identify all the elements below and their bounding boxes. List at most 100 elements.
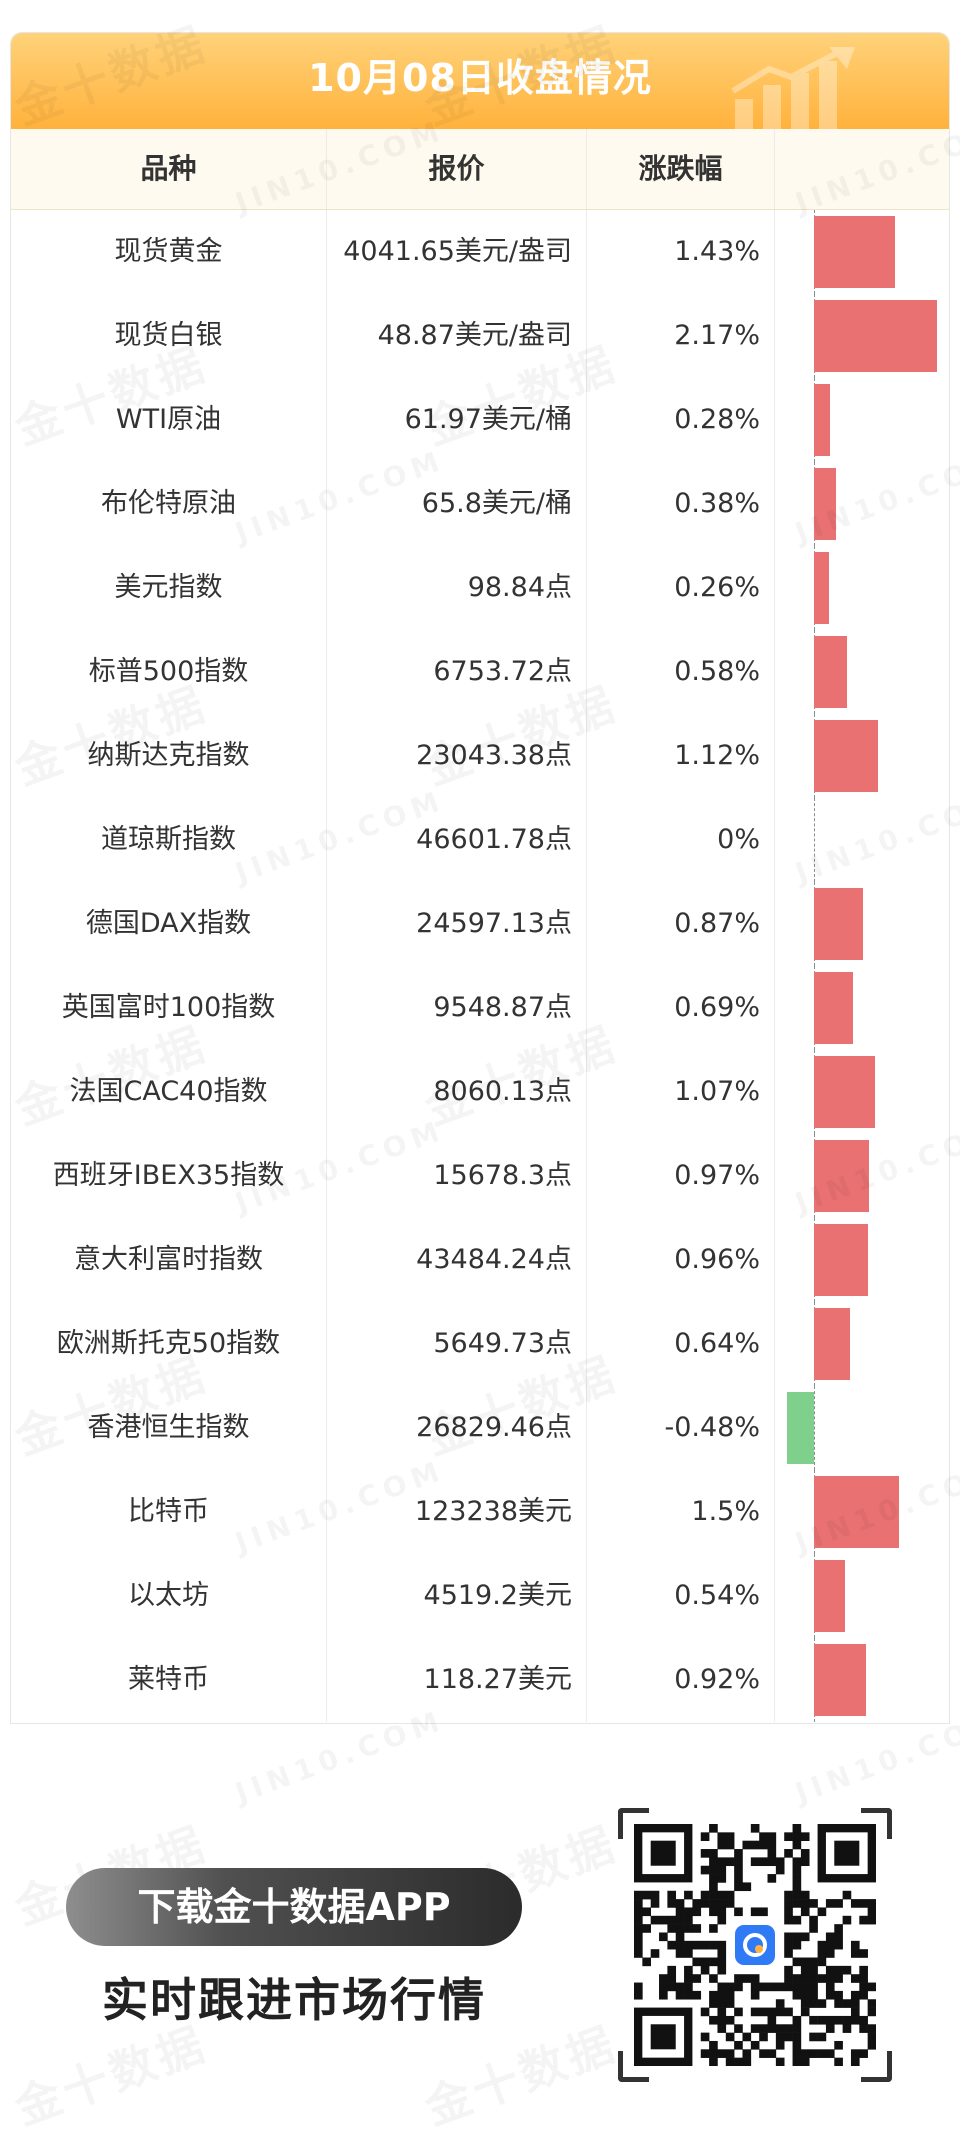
change-bar-cell <box>775 1050 949 1134</box>
change-bar-cell <box>775 1218 949 1302</box>
instrument-change: 0.58% <box>587 630 775 714</box>
instrument-name: 莱特币 <box>11 1638 327 1722</box>
instrument-price: 23043.38点 <box>327 714 587 798</box>
instrument-name: 标普500指数 <box>11 630 327 714</box>
instrument-change: 0.28% <box>587 378 775 462</box>
instrument-price: 46601.78点 <box>327 798 587 882</box>
instrument-name: 德国DAX指数 <box>11 882 327 966</box>
table-row: 香港恒生指数 26829.46点 -0.48% <box>11 1386 949 1470</box>
change-bar-cell <box>775 882 949 966</box>
column-header-bar <box>775 129 949 209</box>
instrument-name: 现货黄金 <box>11 210 327 294</box>
instrument-name: 欧洲斯托克50指数 <box>11 1302 327 1386</box>
instrument-name: 意大利富时指数 <box>11 1218 327 1302</box>
column-header-change: 涨跌幅 <box>587 129 775 209</box>
change-bar-cell <box>775 1470 949 1554</box>
download-app-button[interactable]: 下载金十数据APP <box>66 1868 522 1946</box>
instrument-change: 1.43% <box>587 210 775 294</box>
instrument-change: 0.97% <box>587 1134 775 1218</box>
instrument-price: 61.97美元/桶 <box>327 378 587 462</box>
table-row: 欧洲斯托克50指数 5649.73点 0.64% <box>11 1302 949 1386</box>
table-row: 英国富时100指数 9548.87点 0.69% <box>11 966 949 1050</box>
table-row: 德国DAX指数 24597.13点 0.87% <box>11 882 949 966</box>
table-row: 道琼斯指数 46601.78点 0% <box>11 798 949 882</box>
app-logo-icon <box>732 1922 778 1968</box>
instrument-price: 98.84点 <box>327 546 587 630</box>
change-bar-cell <box>775 630 949 714</box>
change-bar-up <box>814 1224 869 1296</box>
table-row: 美元指数 98.84点 0.26% <box>11 546 949 630</box>
change-bar-cell <box>775 378 949 462</box>
change-bar-cell <box>775 714 949 798</box>
change-bar-up <box>814 384 830 456</box>
column-header-name: 品种 <box>11 129 327 209</box>
instrument-name: 现货白银 <box>11 294 327 378</box>
change-bar-cell <box>775 966 949 1050</box>
change-bar-up <box>814 636 847 708</box>
table-row: 标普500指数 6753.72点 0.58% <box>11 630 949 714</box>
instrument-name: 法国CAC40指数 <box>11 1050 327 1134</box>
instrument-price: 43484.24点 <box>327 1218 587 1302</box>
instrument-change: 0.38% <box>587 462 775 546</box>
instrument-price: 24597.13点 <box>327 882 587 966</box>
change-bar-up <box>814 216 896 288</box>
change-bar-up <box>814 552 829 624</box>
card-header: 10月08日收盘情况 <box>11 33 949 129</box>
table-row: 法国CAC40指数 8060.13点 1.07% <box>11 1050 949 1134</box>
table-row: 西班牙IBEX35指数 15678.3点 0.97% <box>11 1134 949 1218</box>
zero-axis-line <box>814 1386 816 1470</box>
instrument-change: 1.5% <box>587 1470 775 1554</box>
table-row: 现货白银 48.87美元/盎司 2.17% <box>11 294 949 378</box>
zero-axis-line <box>814 798 816 882</box>
instrument-change: 0.92% <box>587 1638 775 1722</box>
instrument-change: 1.07% <box>587 1050 775 1134</box>
slogan-text: 实时跟进市场行情 <box>102 1973 486 2027</box>
instrument-change: -0.48% <box>587 1386 775 1470</box>
instrument-name: 布伦特原油 <box>11 462 327 546</box>
change-bar-up <box>814 720 878 792</box>
change-bar-cell <box>775 798 949 882</box>
instrument-change: 0.26% <box>587 546 775 630</box>
instrument-change: 2.17% <box>587 294 775 378</box>
instrument-change: 1.12% <box>587 714 775 798</box>
table-row: 意大利富时指数 43484.24点 0.96% <box>11 1218 949 1302</box>
instrument-name: 香港恒生指数 <box>11 1386 327 1470</box>
instrument-name: 以太坊 <box>11 1554 327 1638</box>
instrument-name: 英国富时100指数 <box>11 966 327 1050</box>
table-row: 以太坊 4519.2美元 0.54% <box>11 1554 949 1638</box>
change-bar-cell <box>775 1386 949 1470</box>
instrument-change: 0.54% <box>587 1554 775 1638</box>
table-row: 纳斯达克指数 23043.38点 1.12% <box>11 714 949 798</box>
rising-chart-icon <box>731 47 855 129</box>
table-row: 比特币 123238美元 1.5% <box>11 1470 949 1554</box>
change-bar-cell <box>775 1134 949 1218</box>
change-bar-up <box>814 468 836 540</box>
instrument-price: 8060.13点 <box>327 1050 587 1134</box>
instrument-change: 0.87% <box>587 882 775 966</box>
instrument-change: 0% <box>587 798 775 882</box>
instrument-price: 5649.73点 <box>327 1302 587 1386</box>
change-bar-up <box>814 1308 851 1380</box>
instrument-price: 65.8美元/桶 <box>327 462 587 546</box>
instrument-price: 123238美元 <box>327 1470 587 1554</box>
change-bar-cell <box>775 294 949 378</box>
change-bar-cell <box>775 1302 949 1386</box>
instrument-price: 9548.87点 <box>327 966 587 1050</box>
table-row: 布伦特原油 65.8美元/桶 0.38% <box>11 462 949 546</box>
table-row: 莱特币 118.27美元 0.92% <box>11 1638 949 1722</box>
instrument-price: 4519.2美元 <box>327 1554 587 1638</box>
instrument-price: 6753.72点 <box>327 630 587 714</box>
change-bar-up <box>814 1476 900 1548</box>
instrument-name: 纳斯达克指数 <box>11 714 327 798</box>
qr-code-icon <box>634 1824 877 2067</box>
change-bar-up <box>814 1560 845 1632</box>
change-bar-down <box>787 1392 815 1464</box>
instrument-price: 26829.46点 <box>327 1386 587 1470</box>
column-header-price: 报价 <box>327 129 587 209</box>
instrument-price: 48.87美元/盎司 <box>327 294 587 378</box>
page-title: 10月08日收盘情况 <box>308 56 652 100</box>
instrument-name: 道琼斯指数 <box>11 798 327 882</box>
instrument-change: 0.96% <box>587 1218 775 1302</box>
quote-table-body: 现货黄金 4041.65美元/盎司 1.43% 现货白银 48.87美元/盎司 2.17%… <box>11 210 949 1722</box>
change-bar-cell <box>775 1554 949 1638</box>
